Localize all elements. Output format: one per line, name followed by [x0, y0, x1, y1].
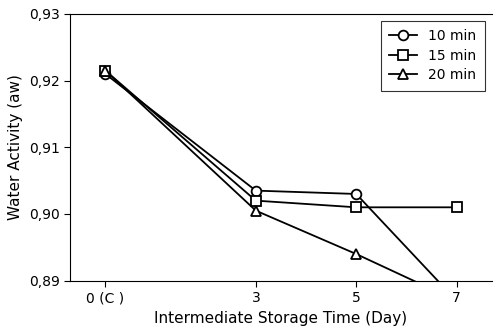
- 15 min: [102, 68, 108, 72]
- Legend: 10 min, 15 min, 20 min: 10 min, 15 min, 20 min: [381, 21, 484, 91]
- Line: 20 min: 20 min: [100, 66, 462, 306]
- 15 min: [454, 205, 460, 209]
- 10 min: [353, 192, 359, 196]
- 20 min: [454, 299, 460, 303]
- 20 min: [102, 68, 108, 72]
- 10 min: [253, 189, 259, 193]
- 15 min: [253, 199, 259, 203]
- 20 min: [253, 209, 259, 213]
- 10 min: [454, 299, 460, 303]
- 20 min: [353, 252, 359, 256]
- X-axis label: Intermediate Storage Time (Day): Intermediate Storage Time (Day): [154, 311, 408, 326]
- 15 min: [353, 205, 359, 209]
- Y-axis label: Water Activity (aw): Water Activity (aw): [8, 74, 24, 220]
- Line: 15 min: 15 min: [100, 66, 462, 212]
- 10 min: [102, 72, 108, 76]
- Line: 10 min: 10 min: [100, 69, 462, 306]
